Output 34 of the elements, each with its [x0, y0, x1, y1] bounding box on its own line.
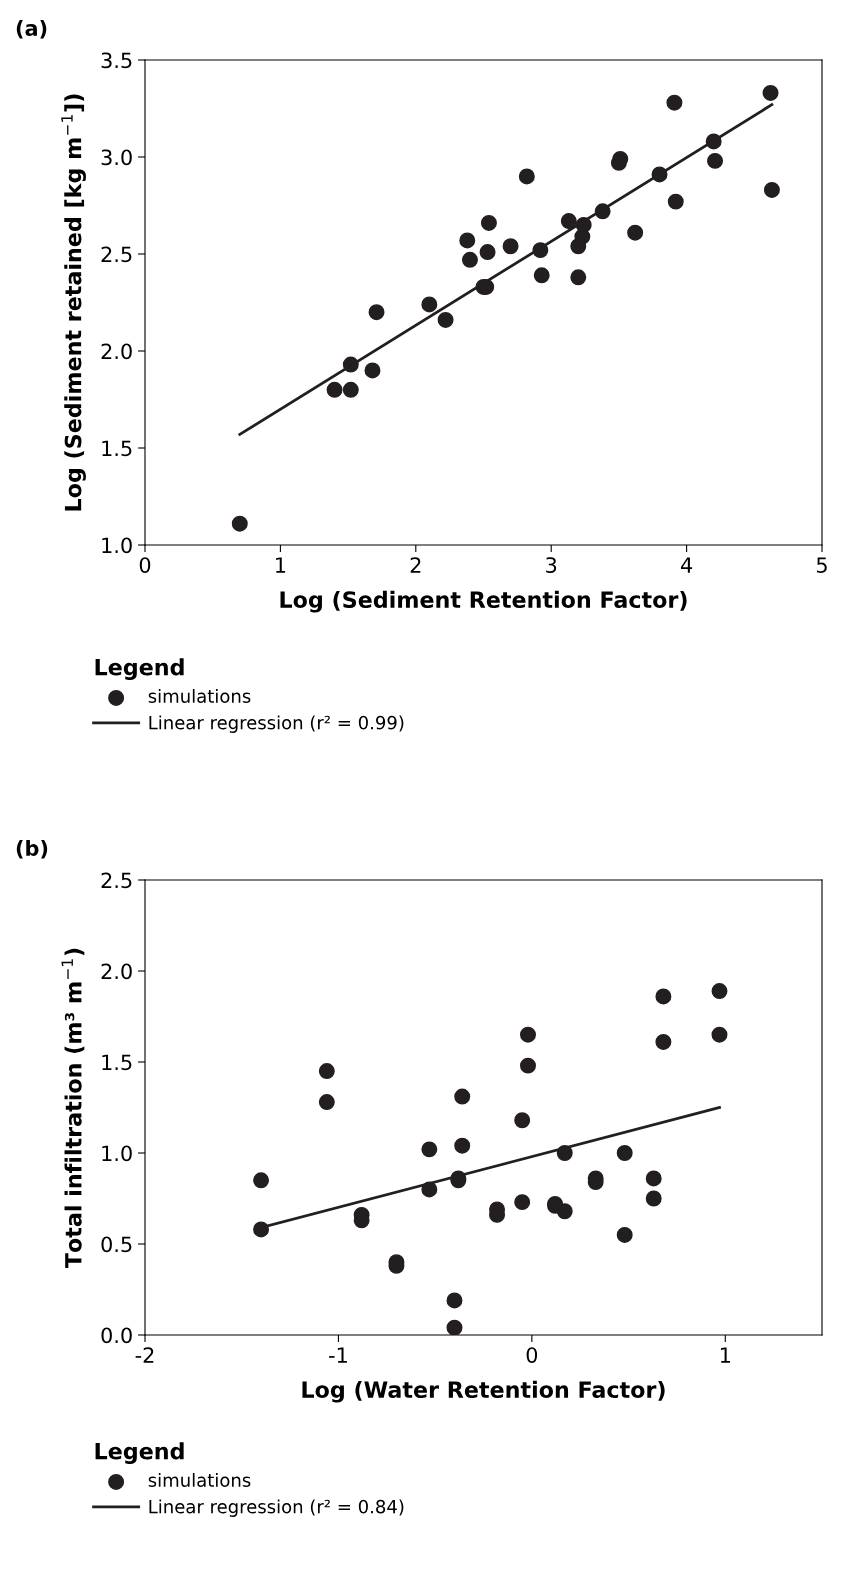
y-tick-label: 1.5 — [102, 1054, 132, 1071]
x-tick-label: -1 — [329, 1347, 347, 1363]
y-tick-label: 2.5 — [101, 246, 132, 263]
x-tick-label: 2 — [410, 557, 421, 573]
x-tick-label: 0 — [139, 557, 151, 573]
y-tick-label: 3.0 — [101, 149, 132, 166]
legend-title: Legend — [95, 1442, 184, 1464]
y-tick-label: 3.5 — [101, 52, 132, 69]
x-tick-label: 1 — [720, 1347, 730, 1363]
chart-title: (b) — [16, 839, 48, 859]
y-tick-label: 1.5 — [102, 440, 132, 457]
y-tick-label: 1.0 — [102, 1145, 132, 1162]
x-axis-title: Log (Water Retention Factor) — [302, 1380, 665, 1403]
y-axis-title: Total infiltration (m³ m$^{−1}$) — [61, 948, 85, 1269]
x-tick-label: -2 — [135, 1347, 154, 1363]
x-tick-label: 0 — [526, 1347, 538, 1363]
x-axis-title: Log (Sediment Retention Factor) — [280, 590, 687, 613]
y-tick-label: 2.0 — [101, 963, 132, 980]
legend-label: simulations — [148, 688, 251, 703]
x-tick-label: 4 — [680, 557, 693, 573]
y-axis-title: Log (Sediment retained [kg m$^{−1}$]) — [61, 94, 86, 511]
y-tick-label: 1.0 — [102, 537, 132, 554]
y-tick-label: 2.0 — [101, 343, 132, 360]
y-tick-label: 2.5 — [101, 872, 132, 889]
chart-title: (a) — [16, 19, 47, 39]
x-tick-label: 5 — [816, 557, 827, 573]
y-tick-label: 0.0 — [101, 1327, 132, 1344]
legend-label: Linear regression (r² = 0.99) — [149, 715, 404, 733]
legend-label: simulations — [148, 1472, 251, 1487]
y-tick-label: 0.5 — [101, 1236, 132, 1253]
legend-label: Linear regression (r² = 0.84) — [149, 1499, 404, 1517]
legend-title: Legend — [95, 658, 184, 680]
x-tick-label: 3 — [546, 557, 557, 573]
x-tick-label: 1 — [276, 557, 286, 573]
